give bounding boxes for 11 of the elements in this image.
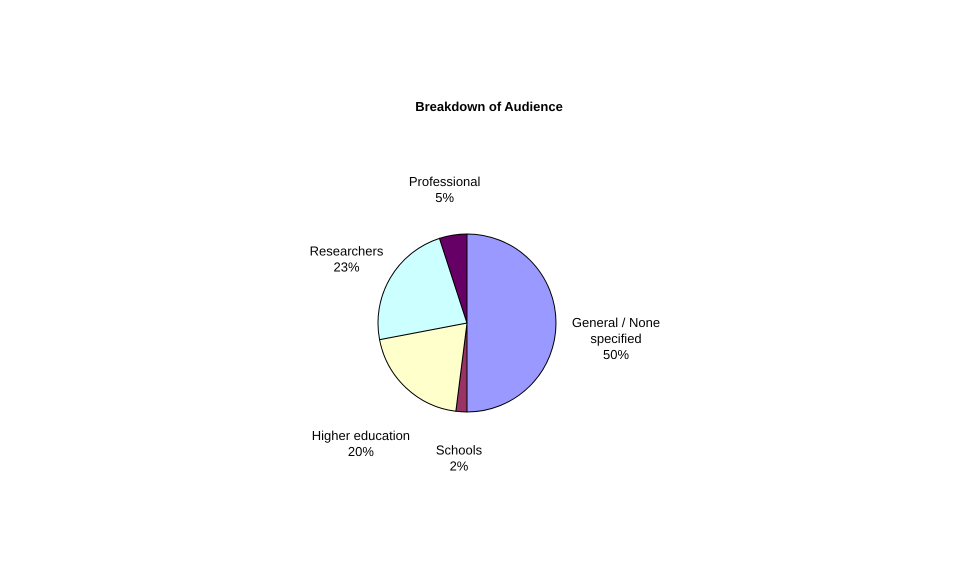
- data-label: 50%: [602, 347, 630, 362]
- slice-label: Professional: [408, 174, 481, 189]
- data-label: 23%: [333, 260, 360, 275]
- slice-label: Higher education: [312, 428, 410, 443]
- slice-label: Schools: [436, 442, 483, 458]
- data-label: 20%: [348, 444, 374, 459]
- data-label: 2%: [450, 458, 469, 474]
- chart-title: Breakdown of Audience: [415, 99, 563, 114]
- slice-label: General / None specified: [572, 315, 660, 346]
- slice-label: Researchers: [310, 244, 384, 259]
- data-label: 5%: [435, 190, 454, 205]
